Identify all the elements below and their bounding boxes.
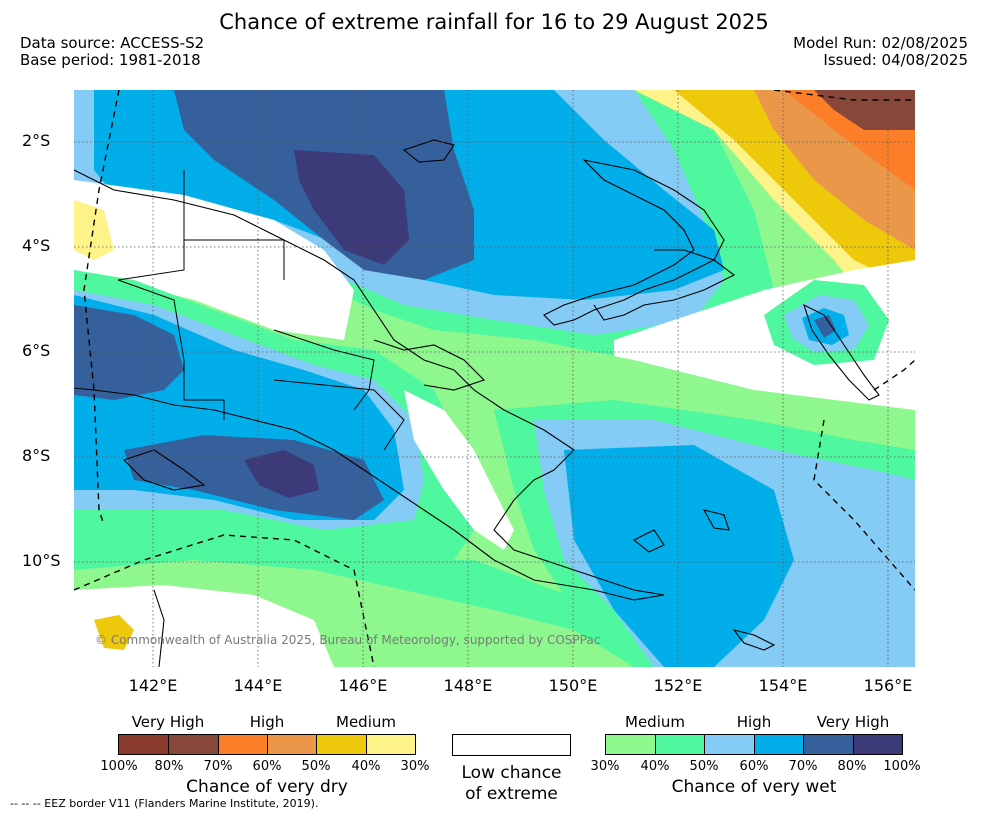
lat-label-6s: 6°S <box>22 341 51 360</box>
dry-patch-west <box>74 200 114 260</box>
legend-wet-header-high: High <box>736 713 772 731</box>
lat-label-2s: 2°S <box>22 131 51 150</box>
legend-dry-swatch-50-40 <box>316 734 367 755</box>
lon-label-150e: 150°E <box>548 676 598 695</box>
legend-dry-header-very-high: Very High <box>131 713 205 731</box>
lon-label-156e: 156°E <box>863 676 913 695</box>
legend-dry-title: Chance of very dry <box>186 777 348 797</box>
wet-region-southeast <box>494 400 915 667</box>
legend-wet-tick-80: 80% <box>837 759 867 774</box>
lon-label-152e: 152°E <box>653 676 703 695</box>
legend-dry-swatch-60-50 <box>267 734 318 755</box>
wet-band-east <box>534 340 915 460</box>
eez-border <box>74 90 915 667</box>
province-borders <box>117 170 405 451</box>
coastlines <box>74 139 880 667</box>
legend-wet-swatch-30-40 <box>605 734 656 755</box>
lat-label-4s: 4°S <box>22 236 51 255</box>
low-chance-region-south <box>74 585 334 667</box>
map-title: Chance of extreme rainfall for 16 to 29 … <box>219 10 769 34</box>
legend-dry-header-medium: Medium <box>336 713 396 731</box>
legend-dry-swatch-100-80 <box>118 734 169 755</box>
dry-region-northeast <box>634 90 915 320</box>
legend-wet-swatch-50-60 <box>704 734 755 755</box>
wet-region-north <box>74 90 774 360</box>
legend-dry-header-high: High <box>249 713 285 731</box>
legend-wet-swatch-60-70 <box>754 734 805 755</box>
eez-footnote: -- -- -- EEZ border V11 (Flanders Marine… <box>10 797 319 810</box>
legend-dry-tick-100: 100% <box>100 759 138 774</box>
legend-dry-tick-70: 70% <box>203 759 233 774</box>
legend-dry-tick-40: 40% <box>351 759 381 774</box>
lon-label-146e: 146°E <box>338 676 388 695</box>
lat-label-8s: 8°S <box>22 446 51 465</box>
lon-label-144e: 144°E <box>233 676 283 695</box>
legend-wet-swatch-70-80 <box>803 734 854 755</box>
legend-wet-tick-50: 50% <box>689 759 719 774</box>
metadata-left: Data source: ACCESS-S2 Base period: 1981… <box>20 35 204 69</box>
issued-text: Issued: 04/08/2025 <box>823 51 968 69</box>
data-source-text: Data source: ACCESS-S2 <box>20 34 205 52</box>
low-chance-region-central <box>404 390 514 550</box>
legend-dry-swatch-40-30 <box>366 734 416 755</box>
legend-wet-title: Chance of very wet <box>671 777 837 797</box>
legend-wet-header-medium: Medium <box>625 713 685 731</box>
legend-dry-swatch-80-70 <box>168 734 219 755</box>
legend-wet-swatch-80-100 <box>853 734 903 755</box>
legend-low-swatch <box>452 734 571 756</box>
rainfall-map <box>74 90 915 667</box>
dry-patch-south <box>94 615 134 650</box>
lon-label-154e: 154°E <box>758 676 808 695</box>
lat-label-10s: 10°S <box>22 551 61 570</box>
metadata-right: Model Run: 02/08/2025 Issued: 04/08/2025 <box>793 35 968 69</box>
legend-wet-tick-100: 100% <box>883 759 921 774</box>
low-chance-region-north <box>74 180 354 340</box>
legend-low-title-line2: of extreme <box>465 784 558 804</box>
legend-dry-swatch-70-60 <box>218 734 269 755</box>
lon-label-148e: 148°E <box>443 676 493 695</box>
legend-wet-tick-40: 40% <box>640 759 670 774</box>
legend-wet-swatch-40-50 <box>655 734 706 755</box>
legend-dry-tick-30: 30% <box>400 759 430 774</box>
legend-low-title-line1: Low chance <box>461 763 562 783</box>
copyright-notice: © Commonwealth of Australia 2025, Bureau… <box>95 633 601 647</box>
legend-dry-tick-60: 60% <box>252 759 282 774</box>
legend-dry-tick-50: 50% <box>301 759 331 774</box>
legend-wet-header-very-high: Very High <box>816 713 890 731</box>
legend-wet-tick-60: 60% <box>739 759 769 774</box>
legend-dry-tick-80: 80% <box>154 759 184 774</box>
wet-region-southwest <box>74 270 474 560</box>
base-period-text: Base period: 1981-2018 <box>20 51 201 69</box>
legend-wet-tick-70: 70% <box>788 759 818 774</box>
gridlines <box>74 90 915 667</box>
lon-label-142e: 142°E <box>128 676 178 695</box>
model-run-text: Model Run: 02/08/2025 <box>793 34 968 52</box>
legend-wet-tick-30: 30% <box>590 759 620 774</box>
